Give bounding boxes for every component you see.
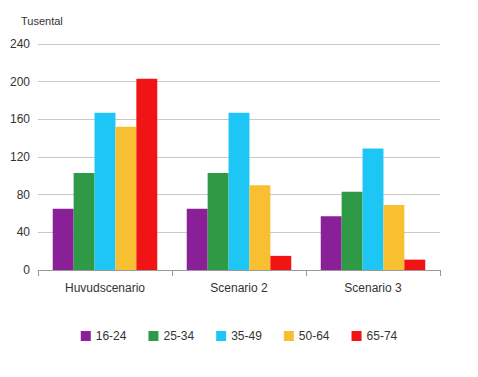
svg-text:50-64: 50-64	[299, 329, 330, 343]
svg-text:240: 240	[10, 37, 30, 51]
svg-text:Scenario 2: Scenario 2	[210, 281, 268, 295]
svg-text:25-34: 25-34	[163, 329, 194, 343]
svg-text:120: 120	[10, 150, 30, 164]
svg-text:Tusental: Tusental	[21, 15, 63, 27]
svg-text:80: 80	[17, 188, 31, 202]
svg-text:Huvudscenario: Huvudscenario	[65, 281, 145, 295]
svg-text:35-49: 35-49	[231, 329, 262, 343]
svg-text:Scenario 3: Scenario 3	[344, 281, 402, 295]
svg-text:65-74: 65-74	[367, 329, 398, 343]
svg-text:16-24: 16-24	[96, 329, 127, 343]
svg-text:160: 160	[10, 112, 30, 126]
svg-text:40: 40	[17, 225, 31, 239]
svg-text:0: 0	[23, 263, 30, 277]
svg-text:200: 200	[10, 75, 30, 89]
